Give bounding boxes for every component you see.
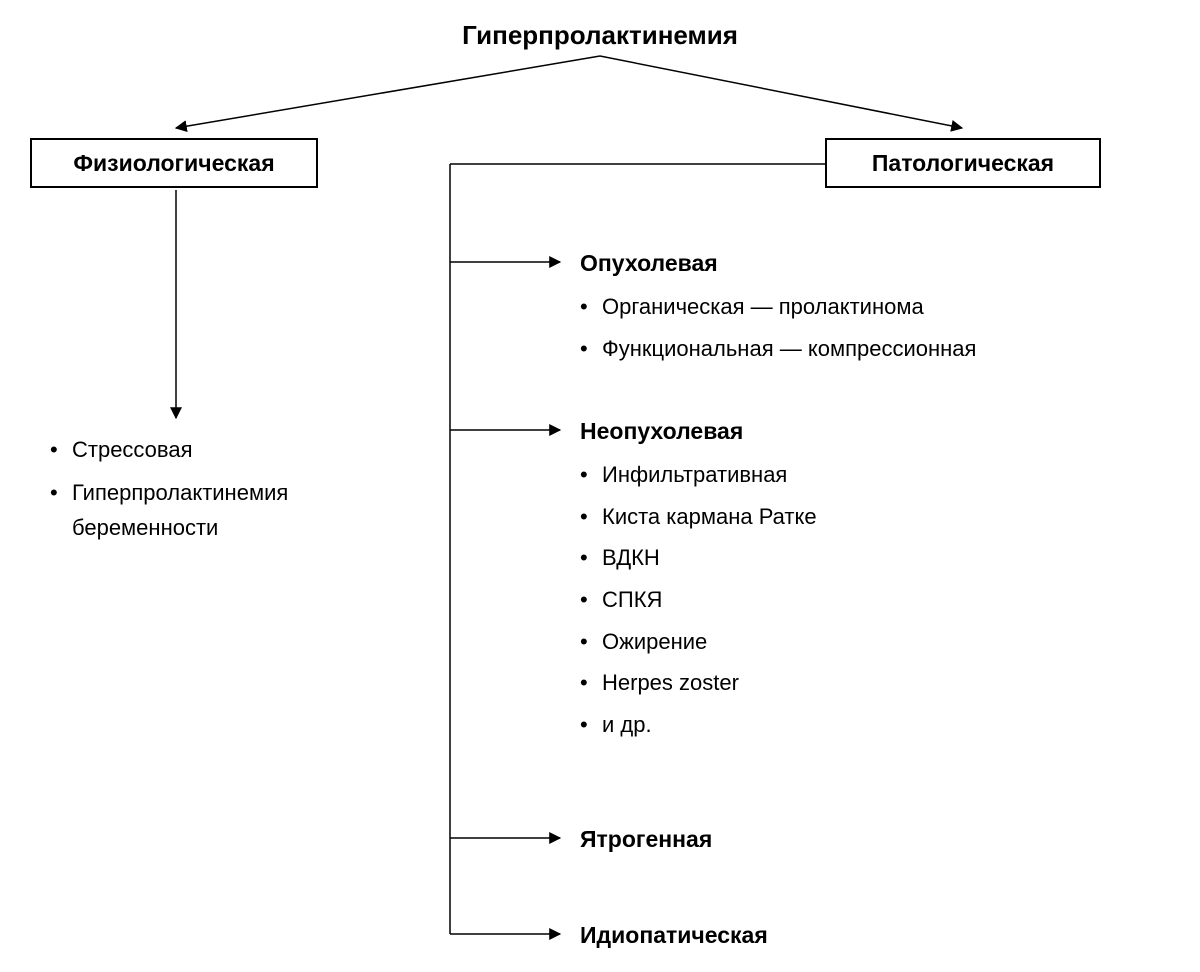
- list-item: Функциональная — компрессионная: [580, 334, 1140, 364]
- group-title: Опухолевая: [580, 250, 718, 277]
- list-item: и др.: [580, 710, 1140, 740]
- list-item: СПКЯ: [580, 585, 1140, 615]
- list-item: Киста кармана Ратке: [580, 502, 1140, 532]
- node-physiological: Физиологическая: [30, 138, 318, 188]
- node-pathological-label: Патологическая: [872, 150, 1054, 177]
- group-title: Ятрогенная: [580, 826, 712, 853]
- group-title: Идиопатическая: [580, 922, 768, 949]
- list-item: Herpes zoster: [580, 668, 1140, 698]
- group-list: Инфильтративная Киста кармана Ратке ВДКН СП…: [580, 460, 1140, 752]
- list-item: ВДКН: [580, 543, 1140, 573]
- diagram-canvas: Гиперпролактинемия Физиологическая Патол…: [0, 0, 1200, 972]
- node-pathological: Патологическая: [825, 138, 1101, 188]
- list-item: Ожирение: [580, 627, 1140, 657]
- list-item: Органическая — пролактинома: [580, 292, 1140, 322]
- list-item: Гиперпролактинемия беременности: [50, 475, 390, 545]
- root-title: Гиперпролактинемия: [0, 20, 1200, 51]
- group-title: Неопухолевая: [580, 418, 743, 445]
- physiological-list: Стрессовая Гиперпролактинемия беременност…: [50, 432, 390, 554]
- list-item: Инфильтративная: [580, 460, 1140, 490]
- group-list: Органическая — пролактинома Функциональна…: [580, 292, 1140, 375]
- node-physiological-label: Физиологическая: [73, 150, 274, 177]
- list-item: Стрессовая: [50, 432, 390, 467]
